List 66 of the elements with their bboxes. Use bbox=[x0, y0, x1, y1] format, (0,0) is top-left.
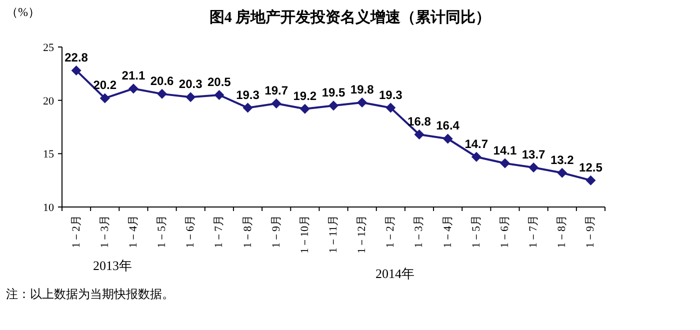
x-tick-label: 1－2月 bbox=[384, 215, 397, 248]
point bbox=[300, 104, 310, 114]
data-label: 19.3 bbox=[378, 88, 403, 102]
chart-title: 图4 房地产开发投资名义增速（累计同比） bbox=[209, 8, 491, 26]
text: 2013年 bbox=[93, 258, 132, 273]
x-tick-label: 1－2月 bbox=[70, 215, 82, 248]
point bbox=[214, 90, 224, 100]
y-tick-label: 15 bbox=[43, 148, 54, 161]
point bbox=[242, 102, 253, 113]
x-tick-label: 1－8月 bbox=[556, 215, 568, 248]
x-tick-label: 1－4月 bbox=[127, 215, 140, 248]
text: 注：以上数据为当期快报数据。 bbox=[6, 287, 174, 301]
x-tick-label: 1－5月 bbox=[470, 215, 482, 248]
data-label: 19.8 bbox=[350, 82, 374, 96]
point bbox=[157, 88, 168, 99]
point bbox=[186, 92, 196, 102]
data-label: 14.7 bbox=[464, 136, 488, 151]
data-label: 20.2 bbox=[93, 78, 117, 92]
x-tick-label: 1－3月 bbox=[413, 215, 426, 248]
point bbox=[328, 100, 338, 111]
x-tick-label: 1－7月 bbox=[528, 215, 540, 248]
point bbox=[586, 175, 596, 186]
point bbox=[271, 98, 282, 109]
point bbox=[442, 134, 453, 144]
data-label: 22.8 bbox=[64, 50, 88, 64]
x-tick-label: 1－9月 bbox=[270, 215, 282, 248]
data-label: 20.3 bbox=[178, 77, 203, 92]
data-label: 14.1 bbox=[493, 143, 517, 158]
x-tick-label: 1－12月 bbox=[356, 215, 368, 254]
point bbox=[128, 84, 138, 94]
y-axis-title: （%） bbox=[6, 5, 40, 19]
data-label: 16.4 bbox=[436, 118, 460, 133]
data-label: 19.7 bbox=[264, 84, 288, 98]
point bbox=[414, 129, 424, 140]
point bbox=[71, 65, 82, 76]
point bbox=[357, 97, 368, 108]
data-label: 20.6 bbox=[150, 74, 174, 88]
point bbox=[528, 162, 539, 173]
data-label: 19.2 bbox=[293, 88, 317, 103]
data-label: 12.5 bbox=[579, 160, 603, 174]
point bbox=[471, 152, 482, 162]
x-tick-label: 1－11月 bbox=[328, 215, 340, 254]
x-tick-label: 1－6月 bbox=[184, 215, 197, 248]
point bbox=[557, 168, 568, 178]
data-label: 16.8 bbox=[408, 114, 432, 128]
data-label: 13.7 bbox=[522, 148, 546, 162]
y-tick-label: 20 bbox=[43, 95, 54, 108]
x-tick-label: 1－9月 bbox=[584, 215, 597, 248]
y-tick-label: 10 bbox=[43, 202, 54, 214]
x-tick-label: 1－7月 bbox=[213, 215, 226, 248]
data-label: 13.2 bbox=[550, 152, 574, 167]
data-label: 19.3 bbox=[236, 88, 260, 102]
data-label: 21.1 bbox=[122, 68, 146, 83]
x-tick-label: 1－3月 bbox=[98, 215, 111, 248]
x-tick-label: 1－4月 bbox=[442, 215, 454, 248]
data-label: 20.5 bbox=[208, 75, 232, 89]
text: 2014年 bbox=[376, 266, 414, 281]
y-tick-label: 25 bbox=[43, 42, 54, 54]
x-tick-label: 1－6月 bbox=[498, 215, 511, 248]
point bbox=[500, 158, 510, 168]
x-tick-label: 1－10月 bbox=[298, 215, 311, 254]
point bbox=[386, 102, 396, 113]
x-tick-label: 1－5月 bbox=[156, 215, 168, 248]
data-label: 19.5 bbox=[322, 86, 346, 100]
x-tick-label: 1－8月 bbox=[242, 215, 254, 248]
point bbox=[100, 93, 110, 104]
